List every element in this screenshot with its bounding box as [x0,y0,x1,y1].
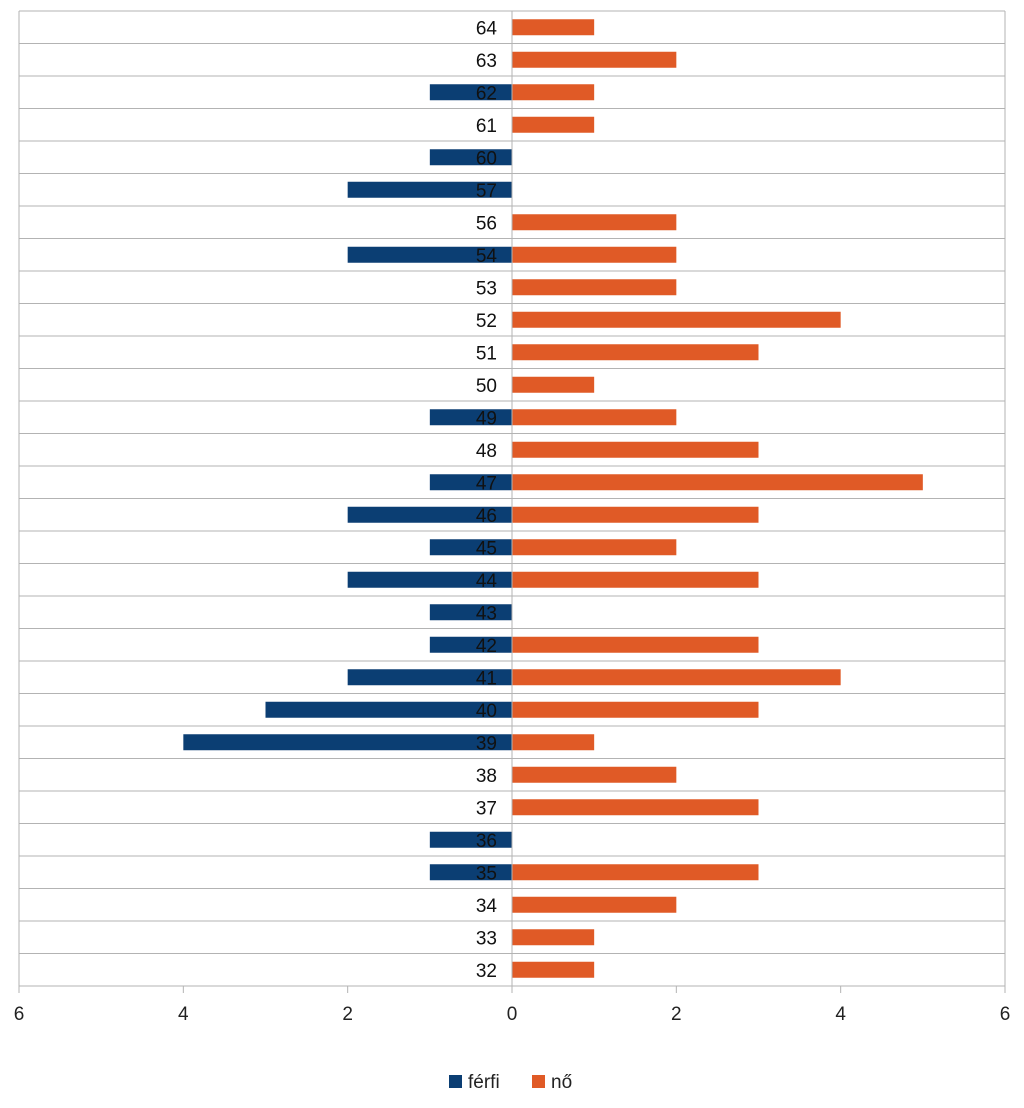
bar-no-38 [512,766,677,783]
bar-no-44 [512,571,759,588]
bar-no-34 [512,896,677,913]
bar-ferfi-54 [347,246,512,263]
bar-no-54 [512,246,677,263]
x-tick-label: 2 [671,1004,682,1025]
x-tick-label: 2 [342,1004,353,1025]
bar-ferfi-42 [429,636,512,653]
category-label-44: 44 [476,571,498,592]
category-label-41: 41 [476,668,497,689]
bar-no-48 [512,441,759,458]
bar-no-64 [512,19,595,36]
bar-no-45 [512,539,677,556]
bar-no-51 [512,344,759,361]
bar-ferfi-45 [429,539,512,556]
category-label-57: 57 [476,181,497,202]
bar-no-52 [512,311,841,328]
bar-ferfi-49 [429,409,512,426]
category-label-64: 64 [476,18,498,39]
bar-no-42 [512,636,759,653]
category-label-39: 39 [476,733,497,754]
bar-ferfi-43 [429,604,512,621]
bar-no-33 [512,929,595,946]
legend-label-no: nő [551,1072,572,1093]
bar-no-46 [512,506,759,523]
bar-ferfi-44 [347,571,512,588]
category-label-35: 35 [476,863,497,884]
category-label-62: 62 [476,83,497,104]
category-label-63: 63 [476,51,497,72]
bar-no-47 [512,474,923,491]
category-label-37: 37 [476,798,497,819]
category-label-38: 38 [476,766,497,787]
legend-swatch-no [532,1075,545,1088]
category-label-layer: 32 33 34 35 36 37 38 39 40 41 42 43 44 45 46 47 48 49 50 51… [476,18,498,982]
category-label-47: 47 [476,473,497,494]
bar-ferfi-36 [429,831,512,848]
category-label-51: 51 [476,343,497,364]
category-label-50: 50 [476,376,497,397]
category-label-60: 60 [476,148,497,169]
bar-no-50 [512,376,595,393]
category-label-42: 42 [476,636,497,657]
bar-no-35 [512,864,759,881]
bar-layer [183,19,923,978]
category-label-56: 56 [476,213,497,234]
bar-no-53 [512,279,677,296]
category-label-49: 49 [476,408,497,429]
bar-no-63 [512,51,677,68]
category-label-33: 33 [476,928,497,949]
category-label-43: 43 [476,603,497,624]
legend-swatch-ferfi [449,1075,462,1088]
category-label-32: 32 [476,961,497,982]
bar-ferfi-57 [347,181,512,198]
bar-no-40 [512,701,759,718]
category-label-36: 36 [476,831,497,852]
bar-ferfi-39 [183,734,513,751]
legend-label-ferfi: férfi [468,1072,500,1093]
category-label-53: 53 [476,278,497,299]
bar-ferfi-47 [429,474,512,491]
category-label-34: 34 [476,896,498,917]
bar-no-61 [512,116,595,133]
bar-no-56 [512,214,677,231]
x-tick-label: 4 [178,1004,189,1025]
x-tick-label: 4 [835,1004,846,1025]
bar-ferfi-62 [429,84,512,101]
category-label-52: 52 [476,311,497,332]
bar-no-41 [512,669,841,686]
x-tick-label: 6 [14,1004,25,1025]
category-label-54: 54 [476,246,498,267]
category-label-45: 45 [476,538,497,559]
category-label-46: 46 [476,506,497,527]
x-tick-label: 0 [507,1004,518,1025]
bar-no-62 [512,84,595,101]
category-label-61: 61 [476,116,497,137]
bar-ferfi-60 [429,149,512,166]
legend: férfi nő [449,1072,572,1093]
bar-no-37 [512,799,759,816]
bar-no-49 [512,409,677,426]
bar-ferfi-40 [265,701,512,718]
bar-ferfi-41 [347,669,512,686]
bar-no-32 [512,961,595,978]
bar-ferfi-46 [347,506,512,523]
category-label-40: 40 [476,701,497,722]
bar-ferfi-35 [429,864,512,881]
category-label-48: 48 [476,441,497,462]
bar-no-39 [512,734,595,751]
x-tick-label: 6 [1000,1004,1011,1025]
